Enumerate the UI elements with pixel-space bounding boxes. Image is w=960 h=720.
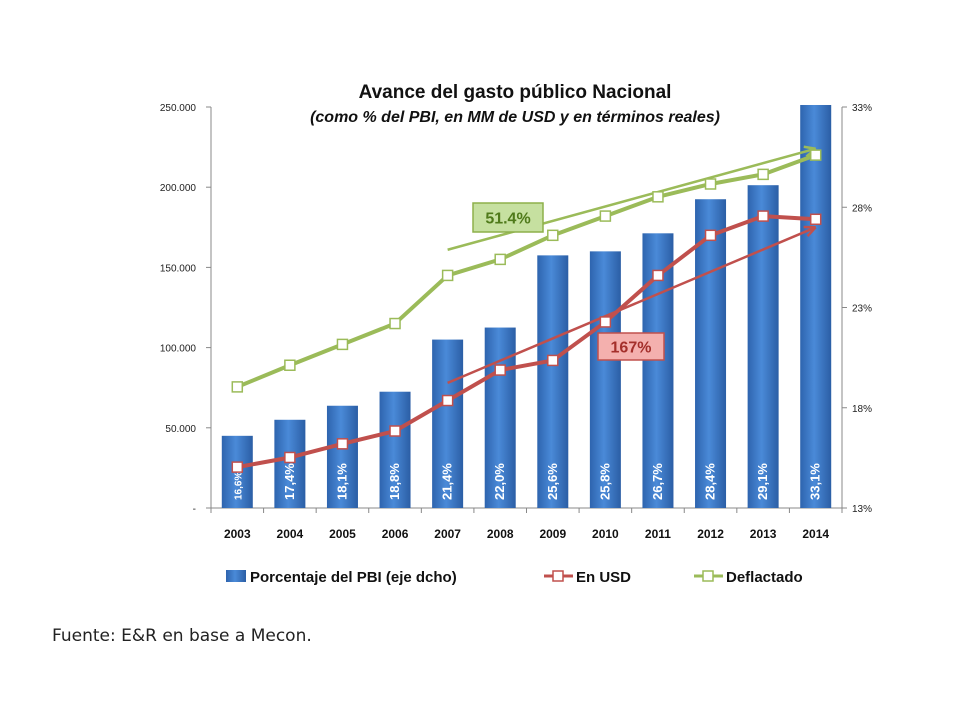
bar xyxy=(432,339,464,508)
line-point-marker xyxy=(704,178,717,190)
y-left-tick-label: 250.000 xyxy=(160,103,197,114)
x-tick-label: 2013 xyxy=(750,527,777,541)
x-tick-label: 2008 xyxy=(487,527,514,541)
bar-data-label: 16,6% xyxy=(233,472,244,500)
chart-subtitle: (como % del PBI, en MM de USD y en térmi… xyxy=(310,109,720,126)
line-point-marker xyxy=(284,359,296,371)
line-point-marker xyxy=(757,168,769,181)
legend-label-bar: Porcentaje del PBI (eje dcho) xyxy=(250,569,457,586)
y-right-tick-label: 28% xyxy=(852,203,872,214)
trend-line xyxy=(447,147,817,251)
line-point-marker xyxy=(231,381,244,393)
x-tick-label: 2006 xyxy=(382,527,409,541)
line-point-marker xyxy=(599,316,612,328)
x-tick-label: 2005 xyxy=(329,527,356,541)
y-left-tick-label: 50.000 xyxy=(165,424,196,435)
bar-data-label: 25,8% xyxy=(597,463,612,500)
y-right-tick-label: 33% xyxy=(852,103,872,114)
line-point-marker xyxy=(652,191,664,203)
legend-swatch-bar xyxy=(226,570,246,582)
bar xyxy=(274,419,306,508)
bar-data-label: 17,4% xyxy=(282,463,297,500)
line-point-marker xyxy=(389,317,401,330)
bar xyxy=(589,251,621,509)
y-left-tick-label: 150.000 xyxy=(160,263,197,274)
y-right-tick-label: 13% xyxy=(852,504,872,515)
line-point-marker xyxy=(809,213,822,226)
bar-data-label: 22,0% xyxy=(492,463,507,500)
x-tick-label: 2007 xyxy=(434,527,461,541)
bar-data-label: 26,7% xyxy=(650,463,665,500)
line-point-marker xyxy=(336,438,349,450)
usd-series-line xyxy=(236,214,816,470)
legend-swatch-usd-marker xyxy=(552,570,564,582)
annotation-box xyxy=(472,202,544,233)
line-point-marker xyxy=(599,210,612,222)
line-point-marker xyxy=(231,461,244,473)
line-point-marker xyxy=(441,269,454,282)
bar xyxy=(747,185,779,508)
source-note: Fuente: E&R en base a Mecon. xyxy=(52,626,312,646)
trend-arrowhead xyxy=(803,225,817,238)
line-point-marker xyxy=(494,253,506,266)
bar-data-label: 29,1% xyxy=(755,463,770,500)
bar xyxy=(326,405,358,508)
trend-line xyxy=(447,226,817,385)
y-left-tick-label: - xyxy=(193,504,196,515)
bar-data-label: 18,1% xyxy=(334,463,349,500)
x-tick-label: 2014 xyxy=(802,527,829,541)
x-tick-label: 2004 xyxy=(277,527,304,541)
y-left-tick-label: 100.000 xyxy=(160,344,197,355)
line-point-marker xyxy=(652,269,664,282)
x-tick-label: 2009 xyxy=(539,527,566,541)
bar-data-label: 25,6% xyxy=(545,463,560,500)
line-point-marker xyxy=(809,149,822,161)
x-tick-label: 2003 xyxy=(224,527,251,541)
bar xyxy=(379,391,411,508)
line-point-marker xyxy=(336,338,349,351)
legend: Porcentaje del PBI (eje dcho) En USD Defla… xyxy=(226,569,803,586)
bar xyxy=(695,199,727,509)
line-point-marker xyxy=(757,210,769,222)
line-point-marker xyxy=(441,394,454,407)
y-right-tick-label: 18% xyxy=(852,404,872,415)
line-point-marker xyxy=(547,354,559,367)
line-point-marker xyxy=(547,229,559,242)
x-tick-label: 2010 xyxy=(592,527,619,541)
plot-area: - 50.000 100.000 150.000 200.000 250.000 13% 18… xyxy=(160,103,872,541)
bar xyxy=(800,104,832,509)
y-right-tick-label: 23% xyxy=(852,304,872,315)
bar xyxy=(537,255,569,508)
bar-data-label: 18,8% xyxy=(387,463,402,500)
deflactado-series-line xyxy=(236,153,817,389)
line-point-marker xyxy=(389,425,401,437)
line-point-marker xyxy=(704,229,717,242)
x-tick-label: 2011 xyxy=(645,527,671,541)
annotation-label: 51.4% xyxy=(485,211,530,228)
line-point-marker xyxy=(494,364,506,376)
legend-label-deflactado: Deflactado xyxy=(726,569,803,586)
annotation-box xyxy=(597,332,665,361)
y-left-tick-label: 200.000 xyxy=(160,183,197,194)
x-tick-label: 2012 xyxy=(697,527,724,541)
line-point-marker xyxy=(284,451,296,464)
bar-data-label: 33,1% xyxy=(808,463,823,500)
annotation-label: 167% xyxy=(611,340,652,357)
bar-data-label: 28,4% xyxy=(703,463,718,500)
bar-data-label: 21,4% xyxy=(440,463,455,500)
legend-swatch-deflactado-marker xyxy=(702,570,714,582)
legend-label-usd: En USD xyxy=(576,569,631,586)
chart-title: Avance del gasto público Nacional xyxy=(359,82,672,103)
